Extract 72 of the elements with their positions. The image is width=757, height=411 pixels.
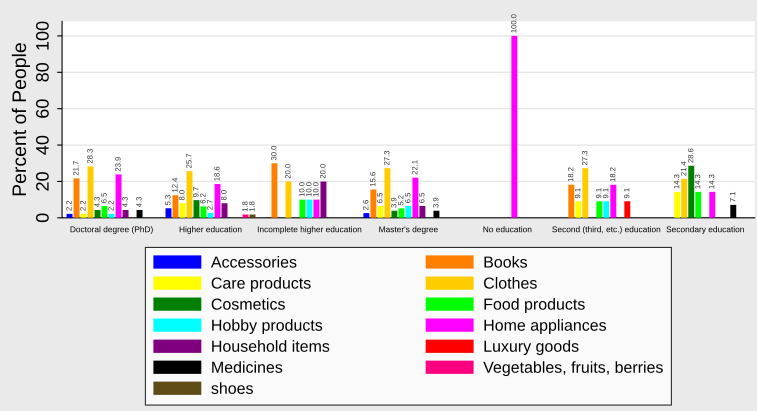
legend-label: Hobby products [212,319,322,334]
y-tick-label: 100 [36,22,49,50]
bar [391,210,398,218]
bar [222,203,228,218]
bar [306,200,312,218]
bar [419,206,426,218]
bar [624,201,630,218]
y-axis-title: Percent of People [12,43,30,196]
bar [377,206,384,218]
bar [94,210,101,218]
legend-label: Home appliances [484,319,606,334]
y-tick-label: 80 [36,62,49,82]
bar [116,174,122,218]
x-tick-label: No education [483,226,532,232]
bar [194,200,200,218]
bar [688,166,694,218]
bar [186,171,192,218]
legend-label: shoes [211,382,253,394]
legend-label: Food products [484,298,585,313]
bar [412,178,418,218]
y-tick-label: 40 [36,136,49,155]
bar [603,201,610,218]
legend-label: Luxury goods [484,340,579,356]
legend-label: Care products [212,277,311,292]
legend-label: Medicines [212,361,282,373]
bar [610,184,616,218]
bar [122,210,129,218]
legend-label: Vegetables, fruits, berries [483,361,663,376]
legend-label: Household items [212,340,330,352]
bar [172,195,178,218]
bar [709,192,716,218]
bar [102,206,108,218]
bar [88,166,94,218]
bar [695,192,702,218]
x-tick-label: Higher education [180,226,242,234]
bar [200,206,206,218]
y-tick-label: 20 [36,172,49,191]
bar [320,181,326,218]
legend-label: Cosmetics [212,298,285,310]
bar [582,168,588,218]
bar [299,200,306,218]
y-tick-label: 60 [36,99,49,118]
x-tick-label: Secondary education [666,226,744,234]
legend-label: Books [484,256,528,268]
bar [214,184,220,218]
x-tick-label: Second (third, etc.) education [552,226,660,234]
bar [271,163,278,218]
bar [596,201,602,218]
x-tick-label: Incomplete higher education [258,226,362,234]
bar [313,200,320,218]
bar [74,178,80,218]
bar [405,206,412,218]
bar [242,214,248,218]
bar [575,201,582,218]
bar [166,208,172,218]
bar [568,184,574,218]
legend-label: Clothes [484,277,537,289]
y-tick-label: 0 [36,214,49,222]
bar [398,208,404,218]
bar [511,36,518,218]
bar [208,212,214,218]
bar [370,189,376,218]
bar [681,178,688,218]
legend-label: Accessories [210,256,296,268]
bar [363,213,370,218]
bar [674,192,680,218]
bar [250,214,256,218]
x-tick-label: Master's degree [379,226,438,234]
bar [384,168,390,218]
bar [285,181,292,218]
bar [180,203,186,218]
x-tick-label: Doctoral degree (PhD) [70,226,153,234]
